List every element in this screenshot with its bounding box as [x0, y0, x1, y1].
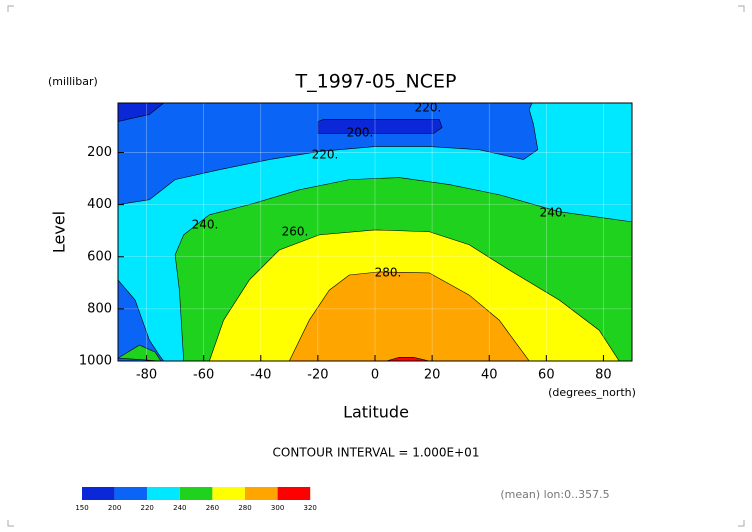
- colorbar-label: 260: [206, 504, 219, 512]
- x-tick-label: 60: [538, 368, 555, 383]
- colorbar-box: [245, 487, 278, 500]
- colorbar-box: [82, 487, 115, 500]
- x-tick-label: -20: [307, 368, 328, 383]
- colorbar-label: 150: [75, 504, 88, 512]
- y-tick-label: 400: [87, 197, 112, 212]
- corner-marks: [7, 5, 745, 527]
- contour-label: 240.: [540, 206, 567, 220]
- colorbar-label: 280: [238, 504, 251, 512]
- colorbar-box: [147, 487, 180, 500]
- colorbar-label: 240: [173, 504, 186, 512]
- contour-label: 200.: [347, 126, 374, 140]
- x-units: (degrees_north): [548, 386, 636, 399]
- contour-note: CONTOUR INTERVAL = 1.000E+01: [273, 446, 480, 460]
- contour-label: 240.: [192, 218, 219, 232]
- contour-label: 260.: [282, 225, 309, 239]
- x-tick-label: 40: [481, 368, 498, 383]
- colorbar-label: 220: [141, 504, 154, 512]
- y-tick-label: 200: [87, 145, 112, 160]
- y-axis-label: Level: [50, 211, 69, 253]
- y-units: (millibar): [48, 75, 98, 88]
- colorbar-box: [277, 487, 311, 500]
- contour-label: 220.: [415, 101, 442, 115]
- contour-label: 220.: [312, 148, 339, 162]
- colorbar-box: [179, 487, 213, 500]
- colorbar-label: 320: [304, 504, 317, 512]
- x-tick-label: -40: [250, 368, 271, 383]
- x-tick-label: 0: [371, 368, 379, 383]
- y-tick-label: 600: [87, 249, 112, 264]
- x-tick-label: -80: [136, 368, 157, 383]
- contour-region: [288, 271, 530, 362]
- x-tick-label: -60: [193, 368, 214, 383]
- chart-title: T_1997-05_NCEP: [295, 71, 457, 93]
- colorbar-label: 300: [271, 504, 284, 512]
- x-axis-label: Latitude: [343, 403, 409, 422]
- y-tick-label: 800: [87, 301, 112, 316]
- contour-label: 280.: [375, 266, 402, 280]
- y-tick-label: 1000: [79, 354, 112, 369]
- colorbar-label: 200: [108, 504, 121, 512]
- x-tick-label: 80: [595, 368, 612, 383]
- x-tick-label: 20: [424, 368, 441, 383]
- footer-note: (mean) lon:0..357.5: [500, 488, 609, 501]
- contour-region: [317, 119, 443, 134]
- colorbar-box: [114, 487, 148, 500]
- colorbar-box: [212, 487, 245, 500]
